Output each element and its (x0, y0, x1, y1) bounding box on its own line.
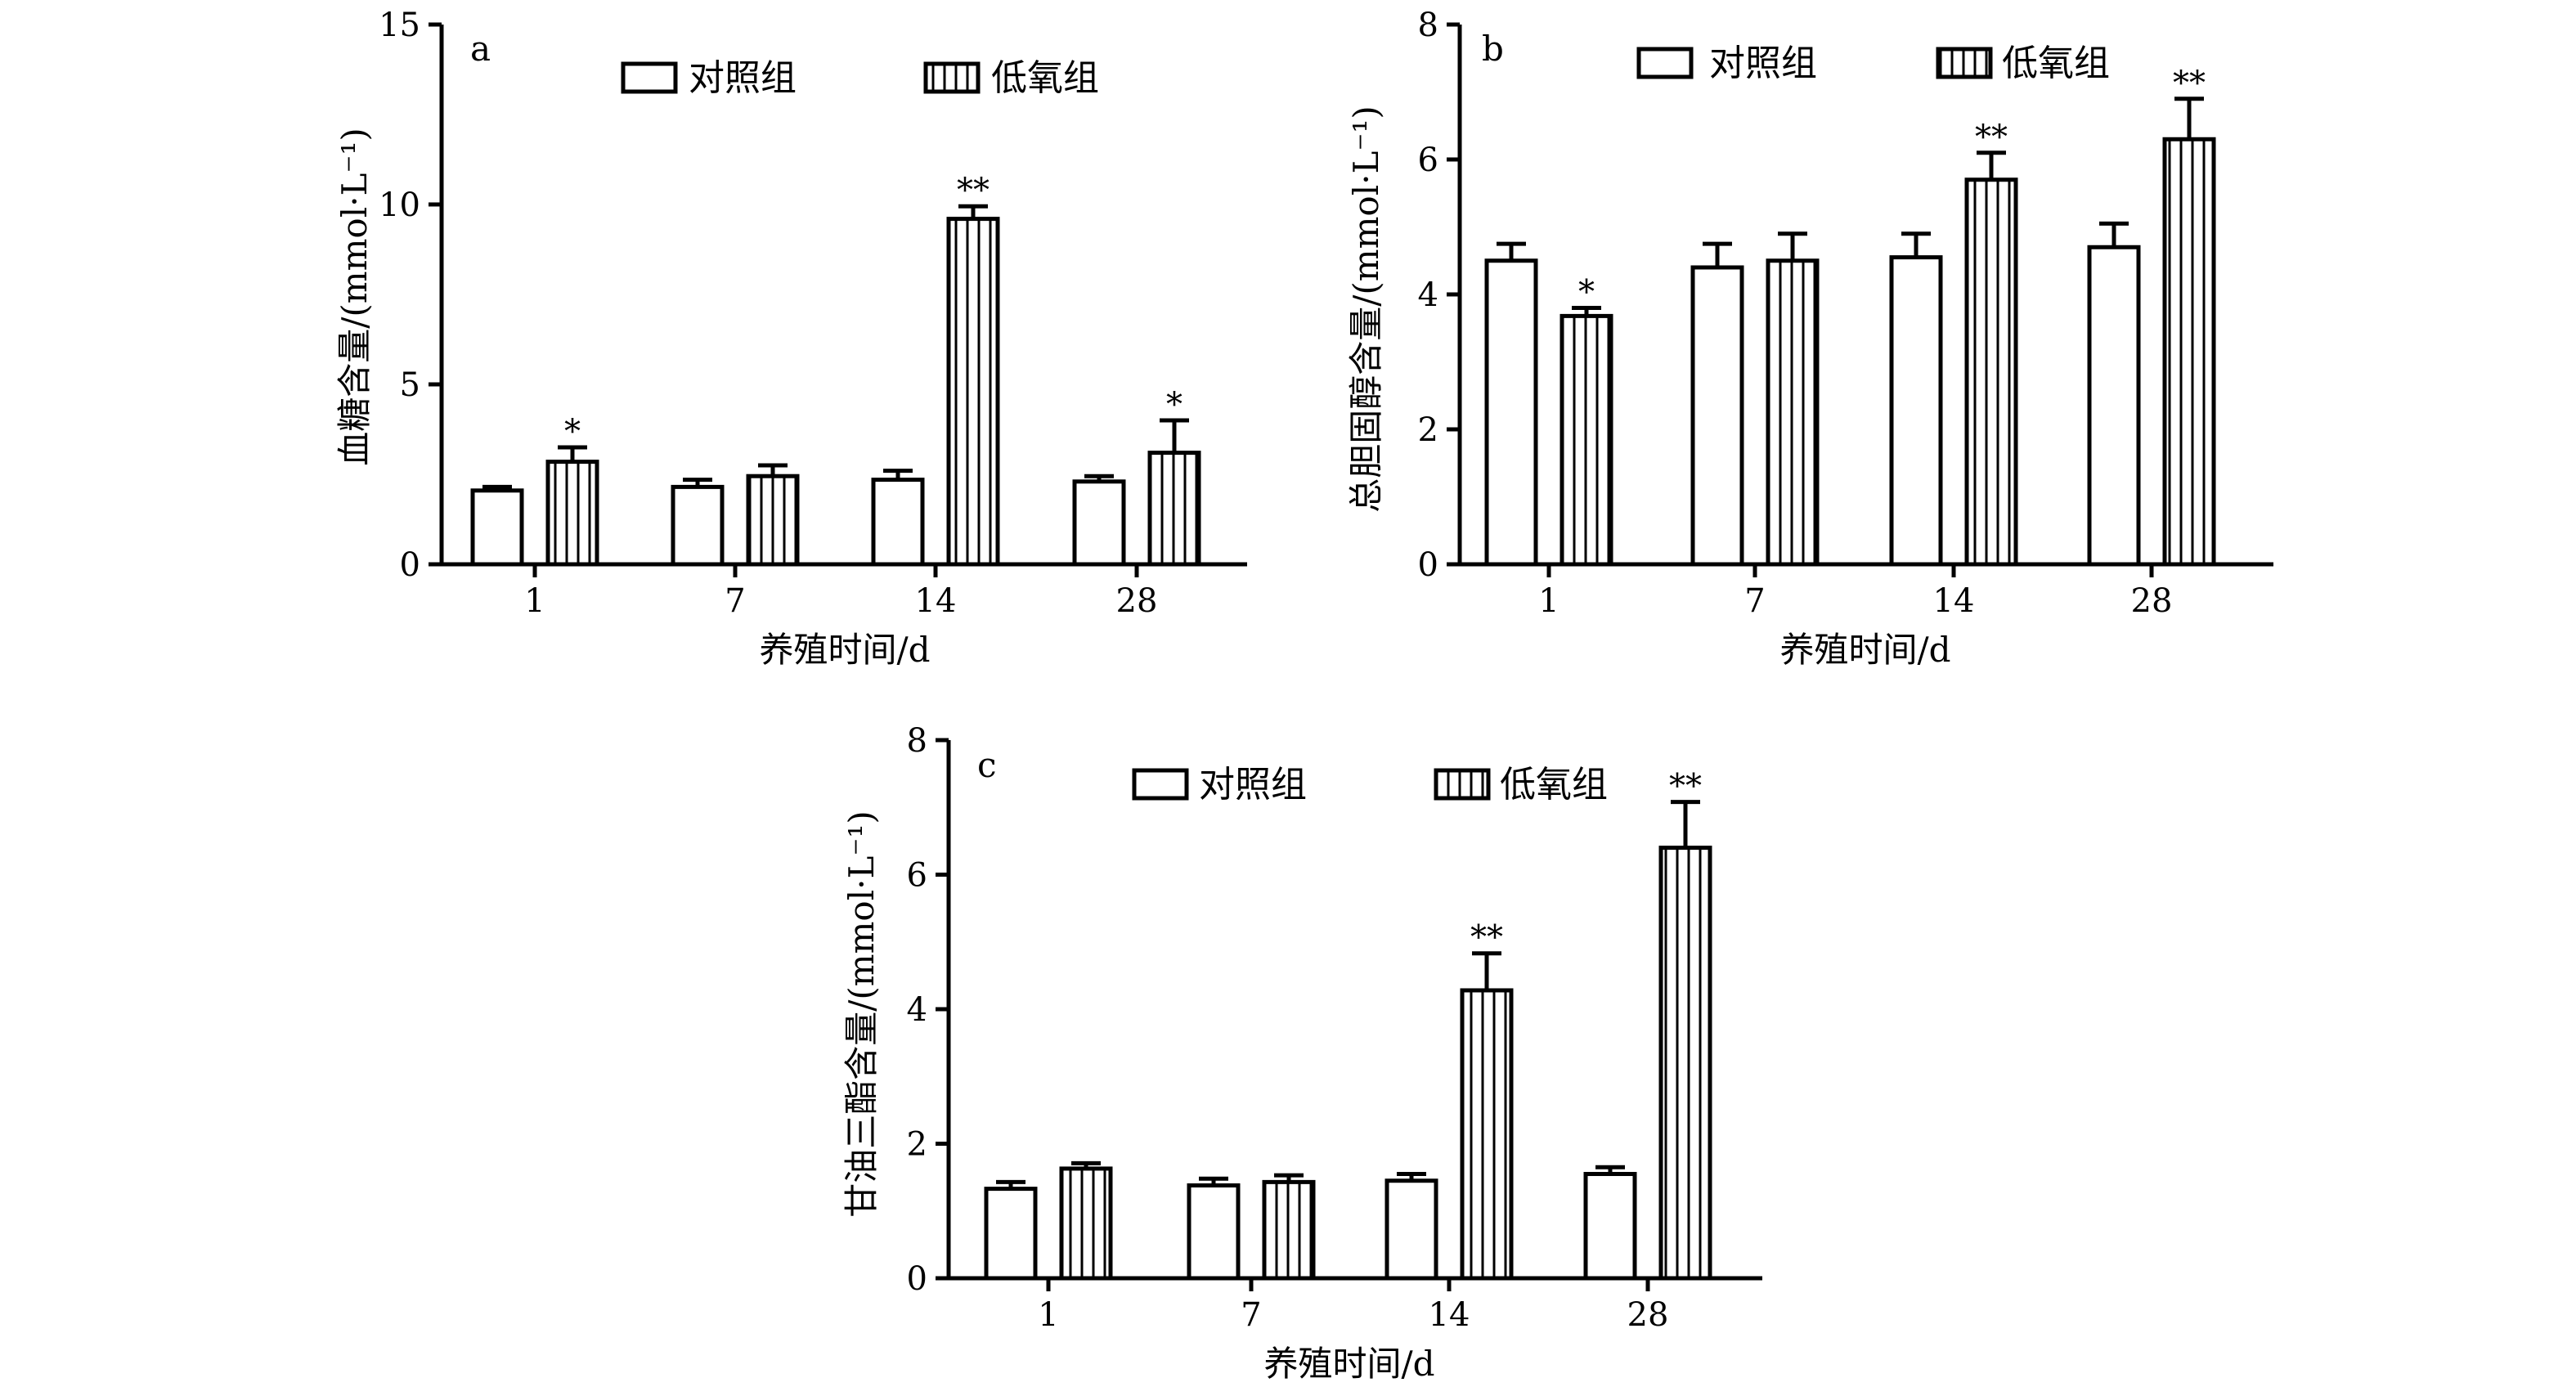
bar-control (1384, 1178, 1438, 1281)
significance-mark: * (1166, 386, 1183, 424)
panel-label: c (977, 745, 997, 785)
y-tick-label: 8 (907, 722, 927, 760)
bar-control (671, 484, 725, 567)
bar-hypoxia (746, 474, 800, 567)
significance-mark: ** (1669, 768, 1702, 806)
y-tick-label: 15 (379, 7, 420, 44)
bar-control (984, 1187, 1038, 1281)
x-tick-label: 28 (1627, 1296, 1669, 1334)
bar-control (1690, 265, 1744, 567)
legend: 对照组 低氧组 (1132, 764, 1608, 806)
x-tick-label: 28 (1116, 582, 1158, 620)
x-tick-label: 7 (725, 582, 745, 620)
y-tick-label: 6 (1418, 141, 1438, 179)
x-tick-label: 1 (524, 582, 545, 620)
x-tick-label: 14 (915, 582, 957, 620)
legend-swatch-hypoxia (923, 61, 981, 94)
legend-label-hypoxia: 低氧组 (2002, 43, 2110, 84)
legend-swatch-hypoxia (1434, 768, 1491, 801)
legend-label-hypoxia: 低氧组 (991, 57, 1099, 99)
bar-hypoxia (545, 460, 599, 567)
y-tick-label: 2 (907, 1126, 927, 1164)
legend-label-hypoxia: 低氧组 (1500, 764, 1608, 806)
y-axis-title: 血糖含量/(mmol·L⁻¹) (334, 128, 375, 466)
bar-hypoxia (1059, 1166, 1113, 1281)
panel-label: b (1482, 29, 1504, 69)
bar-control (1583, 1172, 1637, 1281)
panel-label: a (470, 29, 491, 69)
legend: 对照组 低氧组 (1636, 43, 2110, 84)
legend-swatch-control (1132, 768, 1189, 801)
significance-mark: * (564, 413, 581, 451)
legend: 对照组 低氧组 (621, 57, 1099, 99)
bar-control (1889, 255, 1943, 567)
bar-control (2087, 245, 2141, 567)
legend-label-control: 对照组 (689, 57, 797, 99)
legend-swatch-control (1636, 47, 1694, 79)
x-axis-title: 养殖时间/d (1263, 1344, 1434, 1384)
bar-hypoxia (1460, 988, 1514, 1281)
y-axis-title: 总胆固醇含量/(mmol·L⁻¹) (1346, 105, 1386, 513)
bar-hypoxia (1262, 1179, 1316, 1281)
significance-mark: * (1578, 274, 1595, 312)
x-axis-title: 养殖时间/d (759, 630, 930, 670)
legend-swatch-control (621, 61, 678, 94)
y-tick-label: 5 (400, 366, 420, 404)
bar-control (1484, 258, 1538, 567)
bar-control (1187, 1183, 1241, 1281)
bar-hypoxia (2162, 137, 2216, 567)
y-tick-label: 4 (1418, 276, 1438, 314)
bar-control (470, 488, 524, 567)
significance-mark: ** (1470, 919, 1503, 957)
legend-label-control: 对照组 (1709, 43, 1817, 84)
bar-hypoxia (1766, 258, 1820, 567)
bar-hypoxia (1560, 313, 1613, 567)
x-tick-label: 14 (1933, 582, 1975, 620)
bar-control (1072, 479, 1126, 567)
x-tick-label: 14 (1429, 1296, 1470, 1334)
significance-mark: ** (1975, 119, 2008, 156)
x-tick-label: 1 (1038, 1296, 1058, 1334)
significance-mark: ** (2173, 65, 2206, 102)
y-tick-label: 0 (907, 1260, 927, 1298)
significance-mark: ** (957, 172, 990, 209)
y-tick-label: 8 (1418, 7, 1438, 44)
y-tick-label: 6 (907, 857, 927, 895)
y-axis-title: 甘油三酯含量/(mmol·L⁻¹) (841, 810, 882, 1218)
y-tick-label: 0 (1418, 546, 1438, 584)
x-tick-label: 7 (1744, 582, 1765, 620)
x-tick-label: 1 (1538, 582, 1559, 620)
x-axis-title: 养殖时间/d (1779, 630, 1950, 670)
y-tick-label: 2 (1418, 411, 1438, 449)
x-tick-label: 7 (1241, 1296, 1261, 1334)
legend-swatch-hypoxia (1936, 47, 1993, 79)
chart-panel-c: c 对照组 低氧组 养殖时间/d 甘油三酯含量/(mmol·L⁻¹) 0 2 4 6 8… (841, 722, 1762, 1384)
bar-control (871, 478, 925, 567)
bar-hypoxia (1658, 846, 1712, 1281)
bar-hypoxia (1147, 451, 1201, 567)
legend-label-control: 对照组 (1199, 764, 1307, 806)
y-tick-label: 10 (379, 186, 420, 224)
chart-panel-a: a 对照组 低氧组 养殖时间/d 血糖含量/(mmol·L⁻¹) 0 5 10 15 1… (334, 7, 1247, 670)
bar-hypoxia (946, 217, 1000, 567)
x-tick-label: 28 (2131, 582, 2173, 620)
y-tick-label: 4 (907, 991, 927, 1029)
chart-panel-b: b 对照组 低氧组 养殖时间/d 总胆固醇含量/(mmol·L⁻¹) 0 2 4 6 8… (1346, 7, 2273, 670)
bar-hypoxia (1964, 177, 2018, 567)
y-tick-label: 0 (400, 546, 420, 584)
